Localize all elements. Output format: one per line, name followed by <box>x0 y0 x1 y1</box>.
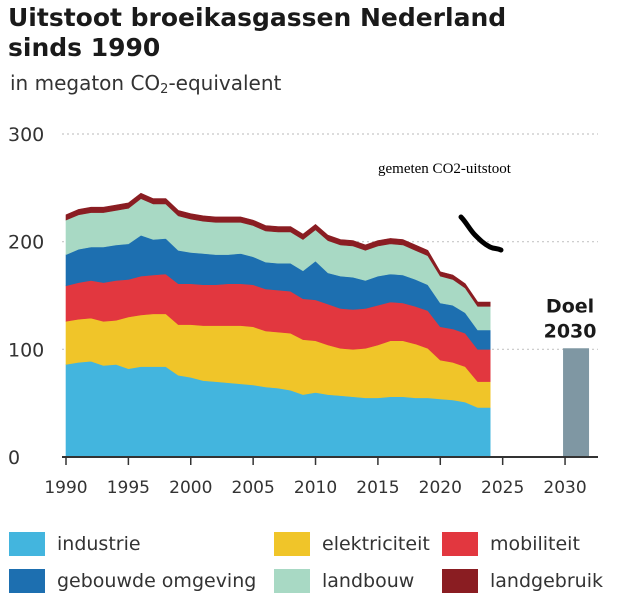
x-tick-label-2020: 2020 <box>419 478 462 498</box>
legend-label-elektriciteit: elektriciteit <box>322 533 430 555</box>
legend-item-landbouw: landbouw <box>274 569 414 593</box>
area-landgebruik <box>65 192 491 307</box>
legend-swatch-mobiliteit <box>442 532 478 556</box>
legend-item-gebouwde-omgeving: gebouwde omgeving <box>9 569 256 593</box>
legend-label-gebouwde-omgeving: gebouwde omgeving <box>57 570 257 592</box>
subtitle-text: in megaton CO <box>10 71 161 95</box>
x-tick-label-1990: 1990 <box>44 478 87 498</box>
y-tick-label-100: 100 <box>8 339 44 361</box>
legend-item-elektriciteit: elektriciteit <box>274 532 430 556</box>
legend-label-industrie: industrie <box>57 533 141 555</box>
x-tick-label-2025: 2025 <box>481 478 524 498</box>
legend-label-landgebruik: landgebruik <box>490 570 603 592</box>
x-tick-label-1995: 1995 <box>107 478 150 498</box>
chart-title: Uitstoot broeikasgassen Nederland sinds … <box>8 3 608 63</box>
subtitle-suffix: -equivalent <box>168 71 282 95</box>
legend-item-industrie: industrie <box>9 532 141 556</box>
y-tick-label-200: 200 <box>8 232 44 254</box>
legend: industrie elektriciteit mobiliteit gebou… <box>0 522 617 610</box>
subtitle-subscript: 2 <box>160 82 169 97</box>
goal-bar <box>563 348 590 457</box>
y-tick-label-300: 300 <box>8 124 44 146</box>
x-tick-label-2005: 2005 <box>232 478 275 498</box>
legend-label-mobiliteit: mobiliteit <box>490 533 580 555</box>
legend-swatch-landbouw <box>274 569 310 593</box>
x-tick-label-2030: 2030 <box>543 478 586 498</box>
goal-label-line2: 2030 <box>544 320 597 342</box>
chart-title-line1: Uitstoot broeikasgassen Nederland <box>8 3 507 32</box>
chart-title-line2: sinds 1990 <box>8 33 161 62</box>
x-tick-label-2000: 2000 <box>169 478 212 498</box>
x-tick-label-2010: 2010 <box>294 478 337 498</box>
y-tick-label-0: 0 <box>8 447 20 469</box>
legend-label-landbouw: landbouw <box>322 570 415 592</box>
annotation-text: gemeten CO2-uitstoot <box>378 161 512 177</box>
legend-swatch-elektriciteit <box>274 532 310 556</box>
chart-area: 0 100 200 300 Doel 2030 1990 1995 2000 2005 2010 20… <box>8 124 598 498</box>
legend-item-mobiliteit: mobiliteit <box>442 532 580 556</box>
legend-item-landgebruik: landgebruik <box>442 569 603 593</box>
legend-swatch-landgebruik <box>442 569 478 593</box>
legend-swatch-industrie <box>9 532 45 556</box>
legend-swatch-gebouwde-omgeving <box>9 569 45 593</box>
chart-subtitle: in megaton CO2-equivalent <box>10 71 281 97</box>
x-tick-label-2015: 2015 <box>356 478 399 498</box>
annotation-scribble <box>458 214 504 253</box>
goal-label-line1: Doel <box>546 295 594 317</box>
